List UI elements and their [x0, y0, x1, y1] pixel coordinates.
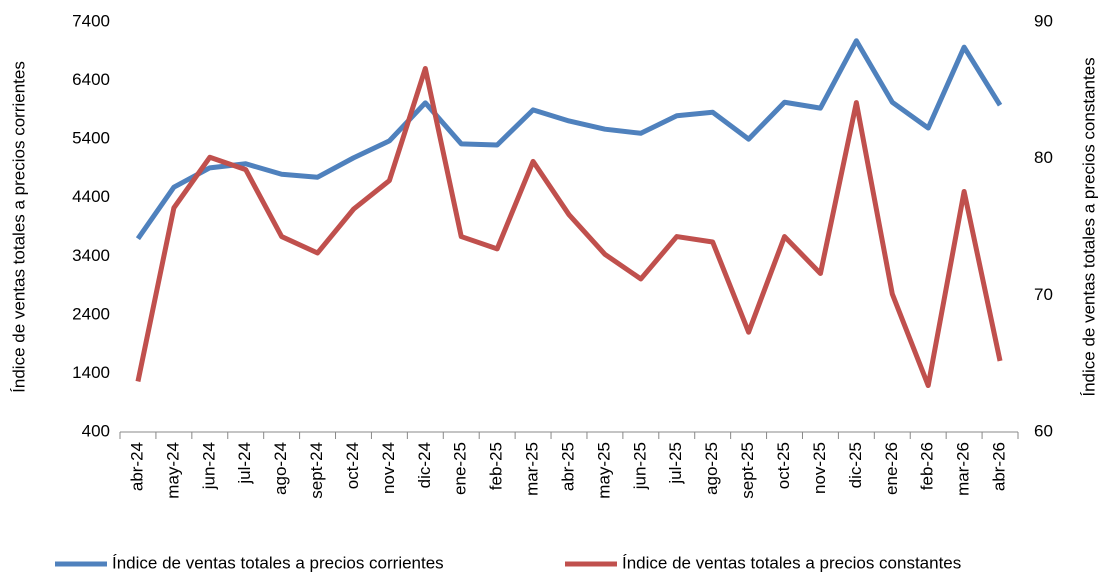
- y-tick-label: 5400: [72, 129, 110, 148]
- y-tick-label: 1400: [72, 363, 110, 382]
- x-tick-label: feb-25: [487, 442, 506, 490]
- x-tick-label: ene-26: [882, 442, 901, 495]
- x-tick-label: oct-25: [774, 442, 793, 489]
- x-tick-label: ago-25: [702, 442, 721, 495]
- y2-tick-label: 70: [1034, 285, 1053, 304]
- x-tick-label: mar-26: [954, 442, 973, 496]
- y-tick-label: 4400: [72, 187, 110, 206]
- x-tick-label: dic-25: [846, 442, 865, 488]
- x-tick-label: feb-26: [918, 442, 937, 490]
- x-tick-label: nov-24: [379, 442, 398, 494]
- y-tick-label: 3400: [72, 246, 110, 265]
- y2-axis-title: Índice de ventas totales a precios const…: [1079, 57, 1098, 396]
- x-tick-label: oct-24: [343, 442, 362, 489]
- x-tick-label: abr-25: [558, 442, 577, 491]
- x-tick-label: abr-24: [127, 442, 146, 491]
- x-tick-label: may-25: [594, 442, 613, 499]
- x-tick-label: sept-25: [738, 442, 757, 499]
- y-tick-label: 2400: [72, 304, 110, 323]
- x-tick-label: mar-25: [523, 442, 542, 496]
- x-tick-label: jun-24: [199, 442, 218, 490]
- x-tick-label: abr-26: [990, 442, 1009, 491]
- x-tick-label: nov-25: [810, 442, 829, 494]
- y-tick-label: 400: [82, 421, 110, 440]
- legend-label: Índice de ventas totales a precios corri…: [112, 553, 444, 572]
- y2-tick-label: 80: [1034, 148, 1053, 167]
- y-tick-label: 7400: [72, 11, 110, 30]
- x-tick-label: jul-24: [235, 442, 254, 485]
- x-tick-label: ago-24: [271, 442, 290, 495]
- series-line: [135, 38, 1003, 241]
- y2-tick-label: 90: [1034, 11, 1053, 30]
- x-tick-label: jun-25: [630, 442, 649, 490]
- x-tick-label: dic-24: [415, 442, 434, 488]
- legend-label: Índice de ventas totales a precios const…: [622, 553, 961, 572]
- x-tick-label: sept-24: [307, 442, 326, 499]
- x-tick-label: ene-25: [451, 442, 470, 495]
- y-tick-label: 6400: [72, 70, 110, 89]
- series-line: [135, 65, 1003, 389]
- x-tick-label: may-24: [163, 442, 182, 499]
- x-tick-label: jul-25: [666, 442, 685, 485]
- y-axis-title: Índice de ventas totales a precios corri…: [9, 61, 28, 393]
- y2-tick-label: 60: [1034, 421, 1053, 440]
